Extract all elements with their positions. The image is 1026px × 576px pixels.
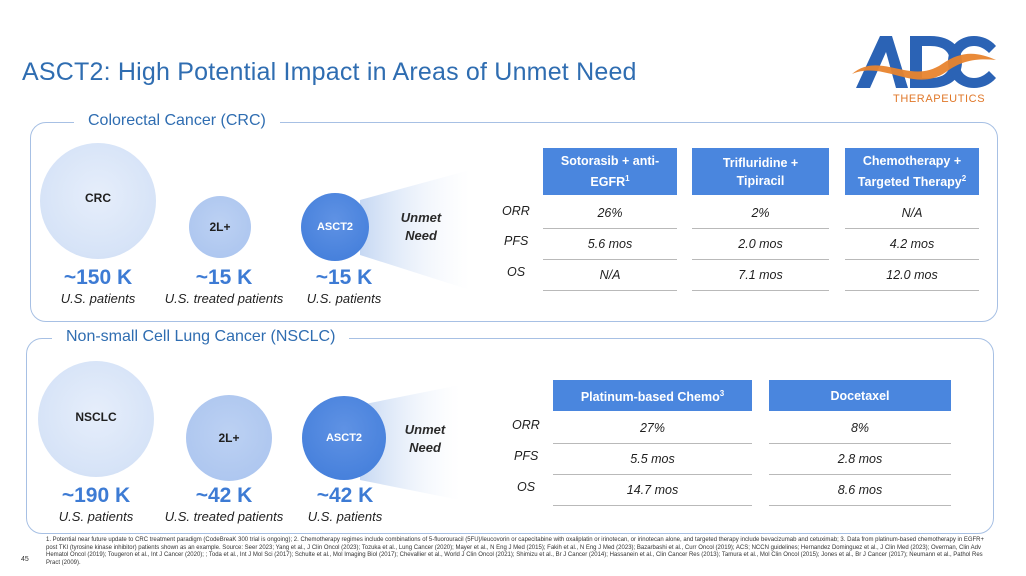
crc-row-label-os: OS (507, 265, 526, 279)
crc-row-label-pfs: PFS (504, 234, 529, 248)
nsclc-cell: 8% (769, 413, 951, 444)
crc-stat-asct2: ~15 K U.S. patients (296, 266, 392, 307)
nsclc-row-label-pfs: PFS (514, 449, 539, 463)
nsclc-circle-label: NSCLC (75, 410, 117, 424)
crc-cell: 2% (692, 198, 829, 229)
nsclc-unmet-line1: Unmet (404, 422, 446, 437)
page-number: 45 (21, 556, 29, 563)
nsclc-asct2-value: ~42 K (316, 484, 374, 507)
nsclc-header-docetaxel: Docetaxel (769, 380, 951, 411)
nsclc-header-0-text: Platinum-based Chemo (580, 390, 720, 405)
crc-section (30, 122, 998, 322)
crc-cell: 26% (543, 198, 677, 229)
crc-stat-total: ~150 K U.S. patients (48, 266, 148, 307)
nsclc-2l-circle: 2L+ (186, 395, 272, 481)
company-logo: THERAPEUTICS (850, 30, 1000, 108)
crc-cell: 4.2 mos (845, 229, 979, 260)
crc-2l-circle: 2L+ (189, 196, 251, 258)
nsclc-section (26, 338, 994, 534)
nsclc-total-value: ~190 K (61, 484, 131, 507)
crc-header-0-sup: 1 (625, 173, 630, 183)
nsclc-stat-asct2: ~42 K U.S. patients (296, 484, 394, 525)
crc-cell: N/A (543, 260, 677, 291)
crc-total-caption: U.S. patients (60, 291, 136, 306)
crc-asct2-caption: U.S. patients (306, 291, 382, 306)
crc-cell: 7.1 mos (692, 260, 829, 291)
crc-2l-value: ~15 K (195, 266, 253, 289)
crc-stat-2l: ~15 K U.S. treated patients (160, 266, 288, 307)
nsclc-section-label: Non-small Cell Lung Cancer (NSCLC) (52, 327, 350, 347)
nsclc-2l-value: ~42 K (195, 484, 253, 507)
adc-logo-graphic (852, 36, 996, 88)
nsclc-asct2-circle: ASCT2 (302, 396, 386, 480)
crc-2l-caption: U.S. treated patients (164, 291, 284, 306)
crc-unmet-line1: Unmet (400, 210, 442, 225)
nsclc-cell: 8.6 mos (769, 475, 951, 506)
crc-asct2-circle: ASCT2 (301, 193, 369, 261)
nsclc-asct2-caption: U.S. patients (307, 509, 383, 524)
crc-unmet-need-label: Unmet Need (386, 209, 456, 245)
crc-header-0-text: Sotorasib + anti-EGFR (560, 153, 660, 190)
nsclc-unmet-need-label: Unmet Need (390, 421, 460, 457)
crc-header-1-text: Trifluridine + Tipiracil (722, 155, 799, 188)
crc-section-label: Colorectal Cancer (CRC) (74, 111, 280, 131)
crc-asct2-value: ~15 K (315, 266, 373, 289)
crc-total-circle: CRC (40, 143, 156, 259)
nsclc-row-label-os: OS (517, 480, 536, 494)
crc-unmet-line2: Need (405, 228, 437, 243)
nsclc-stat-total: ~190 K U.S. patients (46, 484, 146, 525)
crc-header-2-text: Chemotherapy + Targeted Therapy (857, 153, 962, 190)
crc-header-chemotherapy: Chemotherapy + Targeted Therapy2 (845, 148, 979, 195)
nsclc-row-label-orr: ORR (512, 418, 540, 432)
nsclc-unmet-need-cone (360, 385, 460, 500)
crc-circle-label: CRC (85, 191, 111, 205)
crc-cell: 2.0 mos (692, 229, 829, 260)
nsclc-cell: 14.7 mos (553, 475, 752, 506)
nsclc-cell: 27% (553, 413, 752, 444)
crc-cell: 12.0 mos (845, 260, 979, 291)
nsclc-asct2-circle-label: ASCT2 (325, 432, 363, 444)
crc-cell: N/A (845, 198, 979, 229)
crc-total-value: ~150 K (63, 266, 133, 289)
nsclc-stat-2l: ~42 K U.S. treated patients (160, 484, 288, 525)
logo-subtitle: THERAPEUTICS (893, 93, 986, 105)
footnote: 1. Potential near future update to CRC t… (46, 537, 985, 566)
crc-header-sotorasib: Sotorasib + anti-EGFR1 (543, 148, 677, 195)
page-title: ASCT2: High Potential Impact in Areas of… (22, 58, 637, 86)
nsclc-2l-caption: U.S. treated patients (164, 509, 284, 524)
nsclc-total-caption: U.S. patients (58, 509, 134, 524)
nsclc-header-1-text: Docetaxel (830, 388, 890, 403)
nsclc-cell: 2.8 mos (769, 444, 951, 475)
crc-2l-circle-label: 2L+ (209, 220, 231, 234)
crc-asct2-circle-label: ASCT2 (316, 221, 354, 233)
nsclc-2l-circle-label: 2L+ (218, 431, 240, 445)
nsclc-total-circle: NSCLC (38, 361, 154, 477)
nsclc-unmet-line2: Need (409, 440, 441, 455)
crc-header-trifluridine: Trifluridine + Tipiracil (692, 148, 829, 195)
crc-unmet-need-cone (360, 170, 470, 290)
crc-cell: 5.6 mos (543, 229, 677, 260)
nsclc-header-0-sup: 3 (719, 388, 725, 398)
crc-header-2-sup: 2 (961, 173, 967, 183)
nsclc-header-platinum: Platinum-based Chemo3 (553, 380, 752, 411)
nsclc-cell: 5.5 mos (553, 444, 752, 475)
crc-row-label-orr: ORR (502, 204, 530, 218)
